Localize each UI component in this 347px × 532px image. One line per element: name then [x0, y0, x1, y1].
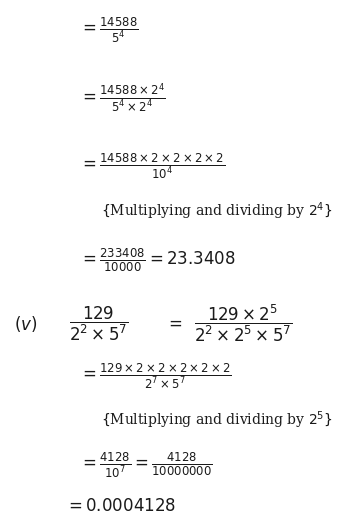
Text: $= \frac{233408}{10000} = 23.3408$: $= \frac{233408}{10000} = 23.3408$ [79, 247, 236, 275]
Text: $= \frac{4128}{10^7} = \frac{4128}{10000000}$: $= \frac{4128}{10^7} = \frac{4128}{10000… [79, 450, 212, 480]
Text: $= \frac{14588 \times 2 \times 2 \times 2 \times 2}{10^4}$: $= \frac{14588 \times 2 \times 2 \times … [79, 152, 225, 181]
Text: $= \frac{129 \times 2 \times 2 \times 2 \times 2 \times 2}{2^7 \times 5^7}$: $= \frac{129 \times 2 \times 2 \times 2 … [79, 361, 231, 391]
Text: $=$: $=$ [165, 315, 182, 332]
Text: $= \frac{14588 \times 2^4}{5^4 \times 2^4}$: $= \frac{14588 \times 2^4}{5^4 \times 2^… [79, 82, 166, 115]
Text: $(\mathit{v})$: $(\mathit{v})$ [14, 313, 38, 334]
Text: $\dfrac{129 \times 2^5}{2^2 \times 2^5 \times 5^7}$: $\dfrac{129 \times 2^5}{2^2 \times 2^5 \… [194, 303, 293, 344]
Text: $\{$Multiplying and dividing by $2^4\}$: $\{$Multiplying and dividing by $2^4\}$ [101, 200, 333, 222]
Text: $\dfrac{129}{2^2 \times 5^7}$: $\dfrac{129}{2^2 \times 5^7}$ [68, 304, 128, 343]
Text: $\{$Multiplying and dividing by $2^5\}$: $\{$Multiplying and dividing by $2^5\}$ [101, 410, 333, 431]
Text: $= 0.0004128$: $= 0.0004128$ [65, 498, 176, 516]
Text: $= \frac{14588}{5^4}$: $= \frac{14588}{5^4}$ [79, 15, 138, 45]
